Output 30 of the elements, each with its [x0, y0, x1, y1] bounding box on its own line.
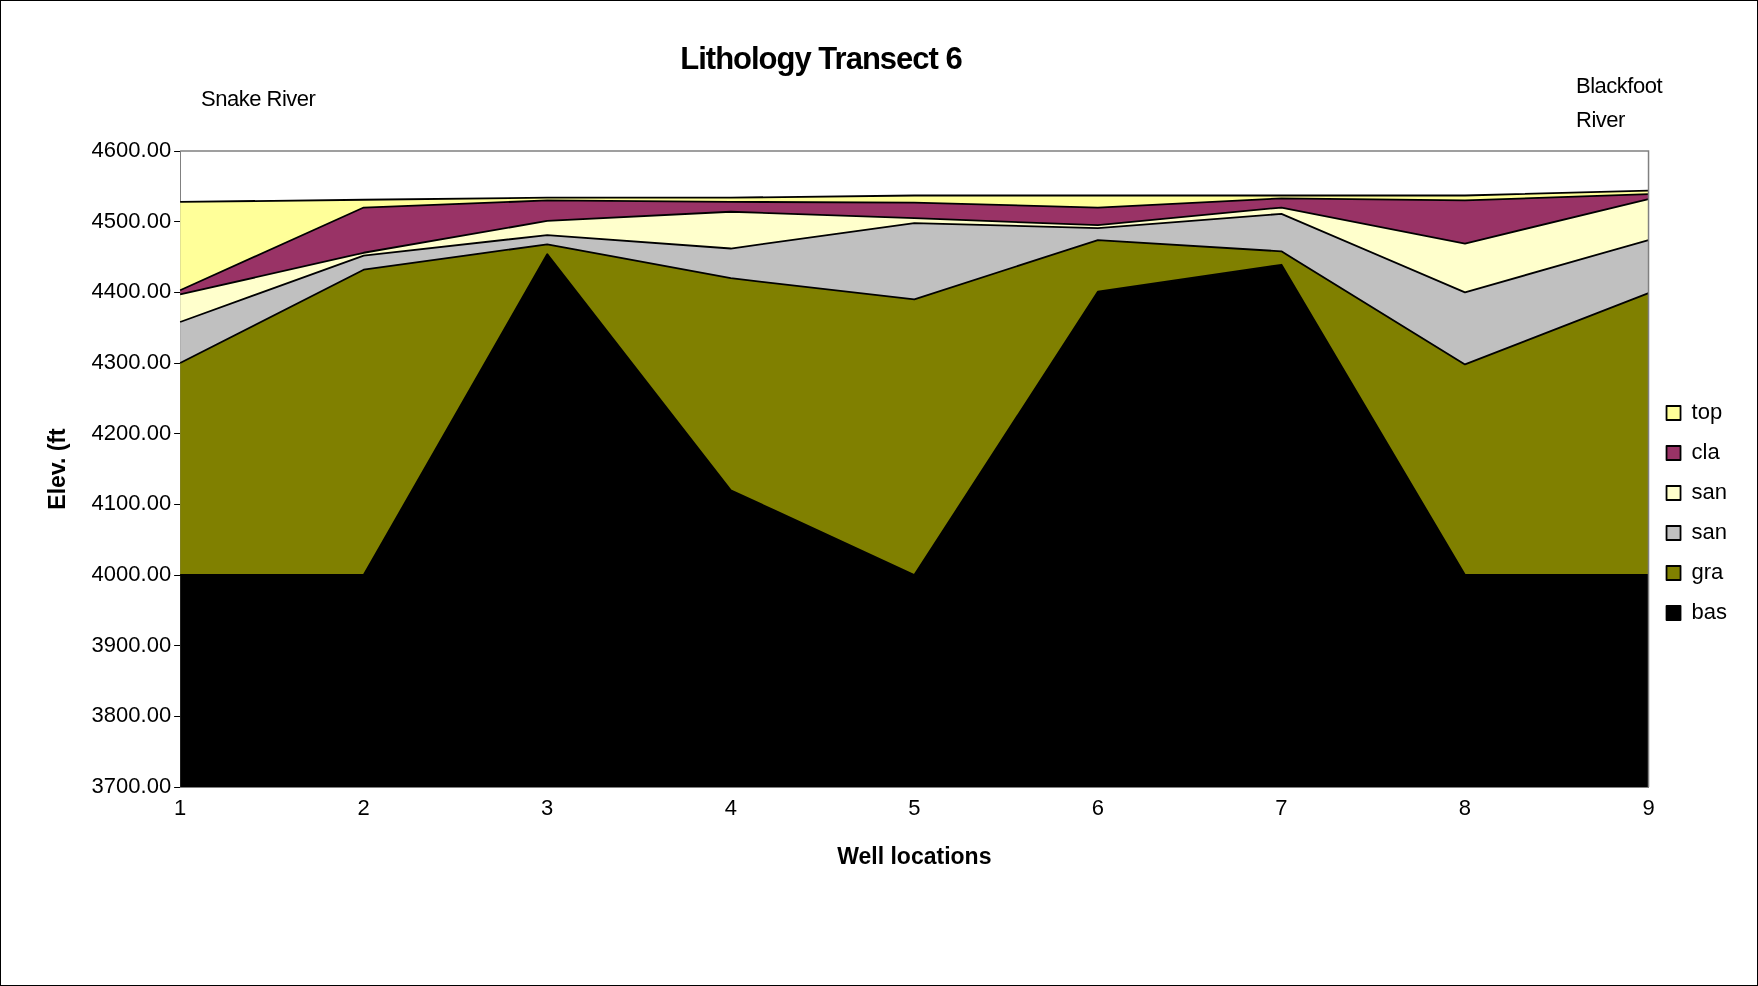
y-tick-label: 4200.00: [91, 419, 172, 445]
legend-label: cla: [1691, 439, 1721, 465]
legend-label: bas: [1691, 599, 1728, 625]
y-tick-label: 4600.00: [91, 137, 172, 163]
y-tick-label: 4400.00: [91, 278, 172, 304]
legend-label: gra: [1691, 559, 1725, 585]
text: Snake River: [201, 86, 316, 112]
x-tick-label: 2: [357, 795, 370, 821]
legend-label: san: [1691, 479, 1728, 505]
chart-title: Lithology Transect 6: [680, 41, 962, 76]
y-axis-title: Elev. (ft: [44, 427, 71, 510]
y-tick-label: 4500.00: [91, 207, 172, 233]
y-tick-label: 3900.00: [91, 631, 172, 657]
x-tick-label: 8: [1458, 795, 1472, 821]
x-tick-label: 7: [1275, 795, 1288, 821]
x-tick-label: 4: [724, 795, 737, 821]
legend-label: top: [1691, 399, 1723, 425]
x-tick-label: 1: [174, 795, 187, 821]
y-tick-label: 3800.00: [91, 702, 172, 728]
x-tick-label: 9: [1642, 795, 1655, 821]
text: Blackfoot River: [1576, 72, 1664, 134]
x-tick-label: 3: [541, 795, 554, 821]
y-tick-label: 3700.00: [91, 773, 172, 799]
x-axis-title: Well locations: [837, 842, 992, 869]
y-tick-label: 4100.00: [91, 490, 172, 516]
legend-label: san: [1691, 519, 1728, 545]
y-tick-label: 4000.00: [91, 561, 172, 587]
x-tick-label: 5: [908, 795, 921, 821]
x-tick-label: 6: [1091, 795, 1104, 821]
y-tick-label: 4300.00: [91, 349, 172, 375]
